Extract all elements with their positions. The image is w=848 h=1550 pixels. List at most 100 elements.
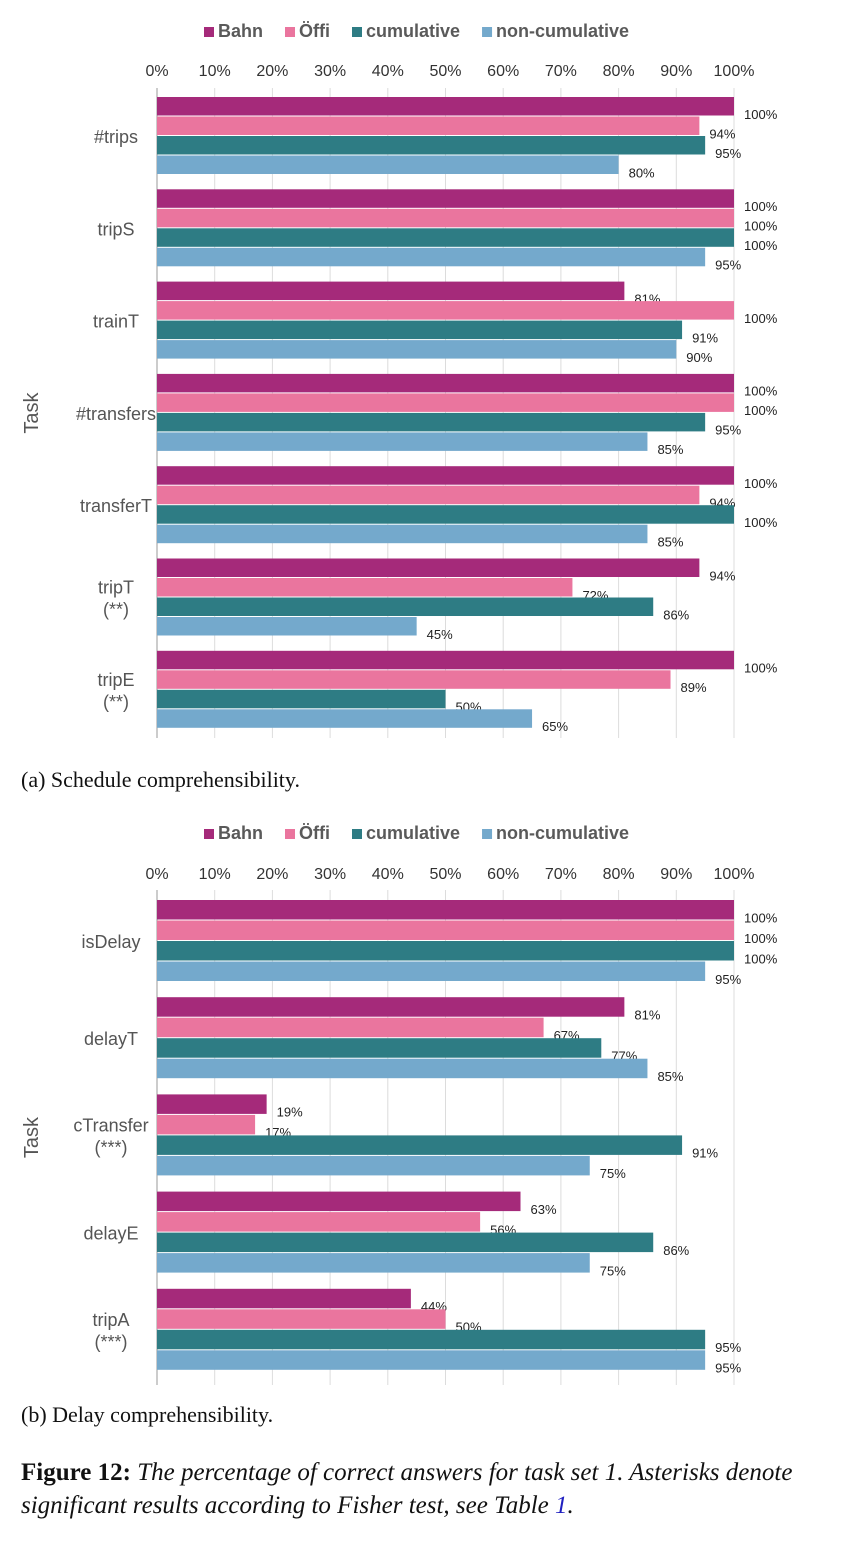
a-data-label-tripe-bahn: 100% <box>744 661 778 676</box>
b-category-label-delaye: delayE <box>83 1224 138 1244</box>
a-bar-tript-cumulative <box>157 597 654 616</box>
a-data-label-trips-ffi: 100% <box>744 219 778 234</box>
a-bar-transfers-non-cumulative <box>157 432 648 451</box>
b-legend-label-bahn: Bahn <box>218 823 263 843</box>
b-legend-swatch-cumulative <box>352 829 362 839</box>
b-bar-isdelay-cumulative <box>157 941 734 961</box>
b-data-label-ctransfer-non-cumulative: 75% <box>600 1166 626 1181</box>
b-x-tick-label: 100% <box>714 866 755 883</box>
a-data-label-tripe-non-cumulative: 65% <box>542 719 568 734</box>
figure-text: The percentage of correct answers for ta… <box>21 1459 793 1519</box>
a-category-label-trips: tripS <box>97 219 134 239</box>
b-bar-ctransfer-ffi <box>157 1114 256 1135</box>
a-bar-transfert-non-cumulative <box>157 524 648 544</box>
b-legend-label-non-cumulative: non-cumulative <box>496 823 629 843</box>
b-bar-delaye-non-cumulative <box>157 1253 590 1273</box>
a-bar-tript-ffi <box>157 578 573 597</box>
b-bar-isdelay-non-cumulative <box>157 961 706 981</box>
a-x-tick-label: 0% <box>145 63 168 80</box>
a-bar-trips-ffi <box>157 208 734 228</box>
a-legend-swatch-bahn <box>204 27 214 37</box>
a-bar-trips-non-cumulative <box>157 247 706 267</box>
b-bar-isdelay-ffi <box>157 920 734 940</box>
b-category-label-delayt: delayT <box>84 1029 138 1049</box>
a-data-label-transfers-non-cumulative: 85% <box>657 442 683 457</box>
a-bar-trips-cumulative <box>157 136 706 155</box>
a-data-label-transfert-bahn: 100% <box>744 476 778 491</box>
b-data-label-isdelay-bahn: 100% <box>744 910 778 925</box>
b-data-label-ctransfer-bahn: 19% <box>277 1105 303 1120</box>
a-category-label-transfert: transferT <box>80 496 152 516</box>
table-reference-link[interactable]: 1 <box>555 1492 568 1519</box>
b-bar-delayt-cumulative <box>157 1038 602 1058</box>
b-data-label-tripa-non-cumulative: 95% <box>715 1361 741 1376</box>
a-x-tick-label: 70% <box>545 63 577 80</box>
b-data-label-isdelay-non-cumulative: 95% <box>715 972 741 987</box>
a-x-tick-label: 30% <box>314 63 346 80</box>
b-category-label-isdelay: isDelay <box>81 932 140 952</box>
a-category-label-traint: trainT <box>93 312 139 332</box>
a-legend-swatch-non-cumulative <box>482 27 493 37</box>
a-bar-trips-bahn <box>157 97 734 116</box>
b-data-label-isdelay-ffi: 100% <box>744 931 778 946</box>
b-legend-swatch-non-cumulative <box>482 829 493 839</box>
b-x-tick-label: 70% <box>545 866 577 883</box>
a-bar-tripe-non-cumulative <box>157 709 533 728</box>
a-bar-transfers-ffi <box>157 393 734 412</box>
a-data-label-trips-bahn: 100% <box>744 199 778 214</box>
a-category-label-tripe: tripE <box>97 670 134 690</box>
a-bar-trips-bahn <box>157 189 734 208</box>
a-bar-traint-bahn <box>157 281 625 301</box>
a-bar-transfert-bahn <box>157 466 734 485</box>
a-legend-swatch-ffi <box>285 27 295 37</box>
a-data-label-transfers-ffi: 100% <box>744 403 778 418</box>
a-category-label-transfers: #transfers <box>76 404 156 424</box>
a-data-label-tripe-ffi: 89% <box>681 680 707 695</box>
a-category-label-tript: tripT <box>98 578 134 598</box>
a-bar-tripe-bahn <box>157 650 734 670</box>
b-bar-delaye-ffi <box>157 1212 481 1232</box>
b-x-tick-label: 40% <box>372 866 404 883</box>
a-bar-transfert-cumulative <box>157 505 734 524</box>
b-bar-tripa-non-cumulative <box>157 1350 706 1370</box>
a-x-tick-label: 60% <box>487 63 519 80</box>
a-bar-trips-ffi <box>157 116 700 135</box>
a-x-tick-label: 80% <box>603 63 635 80</box>
a-data-label-trips-cumulative: 100% <box>744 238 778 253</box>
b-x-tick-label: 10% <box>199 866 231 883</box>
a-data-label-tript-non-cumulative: 45% <box>427 627 453 642</box>
b-data-label-delayt-non-cumulative: 85% <box>657 1069 683 1084</box>
a-x-tick-label: 100% <box>714 63 755 80</box>
b-data-label-delaye-non-cumulative: 75% <box>600 1263 626 1278</box>
b-bar-delaye-cumulative <box>157 1232 654 1253</box>
b-x-tick-label: 30% <box>314 866 346 883</box>
b-data-label-ctransfer-cumulative: 91% <box>692 1146 718 1161</box>
a-x-tick-label: 10% <box>199 63 231 80</box>
a-bar-transfers-bahn <box>157 373 734 393</box>
a-data-label-transfers-bahn: 100% <box>744 384 778 399</box>
figure-end: . <box>567 1492 574 1519</box>
a-data-label-transfert-non-cumulative: 85% <box>657 534 683 549</box>
a-legend-label-non-cumulative: non-cumulative <box>496 21 629 41</box>
b-bar-ctransfer-non-cumulative <box>157 1155 590 1176</box>
a-data-label-traint-ffi: 100% <box>744 311 778 326</box>
chart-schedule-comprehensibility: Bahn Öffi cumulative non-cumulative 0% 10% 20%… <box>21 21 778 738</box>
a-bar-trips-cumulative <box>157 228 734 247</box>
b-bar-ctransfer-bahn <box>157 1094 267 1114</box>
figure-caption: Figure 12: The percentage of correct ans… <box>21 1456 833 1522</box>
b-bar-delayt-non-cumulative <box>157 1058 648 1079</box>
b-bar-tripa-cumulative <box>157 1329 706 1350</box>
b-category-label-tripa: (***) <box>94 1332 127 1352</box>
a-legend-swatch-cumulative <box>352 27 362 37</box>
a-data-label-trips-ffi: 94% <box>709 126 735 141</box>
b-category-label-tripa: tripA <box>92 1310 129 1330</box>
b-bar-delaye-bahn <box>157 1191 521 1212</box>
a-data-label-tript-cumulative: 86% <box>663 607 689 622</box>
b-x-tick-label: 90% <box>660 866 692 883</box>
a-bar-tript-bahn <box>157 558 700 577</box>
a-data-label-transfers-cumulative: 95% <box>715 423 741 438</box>
a-bar-traint-ffi <box>157 301 734 320</box>
b-legend-swatch-bahn <box>204 829 214 839</box>
a-bar-tripe-cumulative <box>157 689 446 709</box>
a-bar-tripe-ffi <box>157 670 671 689</box>
